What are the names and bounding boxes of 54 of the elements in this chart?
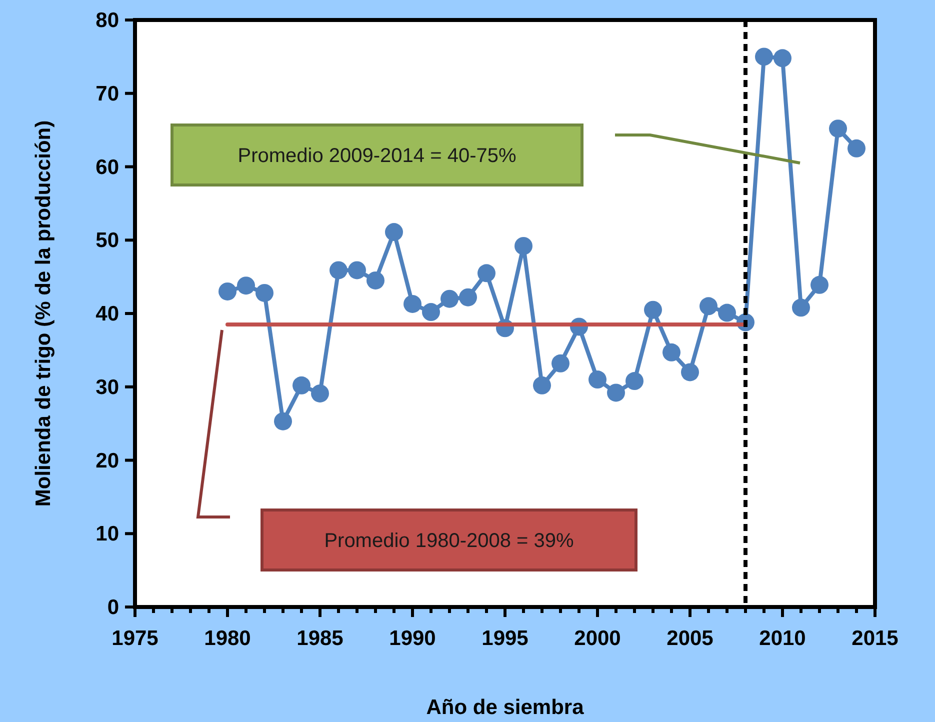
point (588, 370, 606, 389)
y-tick-label: 0 (107, 596, 119, 619)
x-tick-label: 2010 (759, 627, 806, 650)
point (755, 48, 773, 66)
point (774, 49, 792, 68)
x-tick-label: 1975 (112, 627, 159, 650)
point (552, 354, 570, 372)
point (626, 372, 644, 390)
y-tick-label: 10 (96, 522, 119, 546)
point (440, 290, 458, 308)
x-tick-label: 1980 (204, 627, 251, 650)
y-tick-label: 20 (96, 449, 119, 472)
y-tick-label: 80 (96, 9, 119, 32)
point (700, 297, 718, 316)
annotation: Promedio 1980-2008 = 39% (324, 530, 574, 552)
x-tick-label: 1990 (389, 627, 436, 650)
point (533, 376, 551, 394)
annotation: Promedio 2009-2014 = 40-75% (238, 145, 516, 167)
point (422, 303, 440, 322)
point (848, 139, 866, 158)
point (218, 282, 236, 300)
point (607, 384, 625, 402)
point (829, 120, 847, 138)
point (311, 384, 329, 402)
point (514, 236, 532, 255)
point (256, 284, 274, 302)
x-tick-label: 2005 (666, 627, 714, 650)
x-tick-label: 1985 (296, 627, 344, 650)
point (237, 276, 255, 295)
point (459, 288, 477, 306)
point (810, 276, 828, 294)
point (274, 412, 292, 430)
point (681, 363, 699, 382)
point (644, 300, 662, 319)
point (478, 264, 496, 282)
x-tick-label: 2015 (852, 627, 899, 650)
point (404, 294, 422, 313)
y-tick-label: 50 (96, 229, 119, 252)
point (662, 343, 680, 362)
point (366, 271, 384, 290)
point (330, 261, 348, 280)
y-axis-title: Molienda de trigo (% de la producción) (32, 120, 55, 507)
point (385, 223, 403, 242)
x-tick-label: 1995 (482, 627, 529, 650)
y-tick-label: 60 (96, 156, 119, 179)
point (792, 298, 810, 317)
x-axis-title: Año de siembra (426, 696, 584, 719)
y-tick-label: 40 (96, 302, 119, 326)
y-tick-label: 30 (96, 376, 119, 399)
y-tick-label: 70 (96, 82, 119, 106)
point (292, 376, 310, 394)
point (348, 261, 366, 280)
point (718, 304, 736, 322)
x-tick-label: 2000 (574, 627, 621, 650)
